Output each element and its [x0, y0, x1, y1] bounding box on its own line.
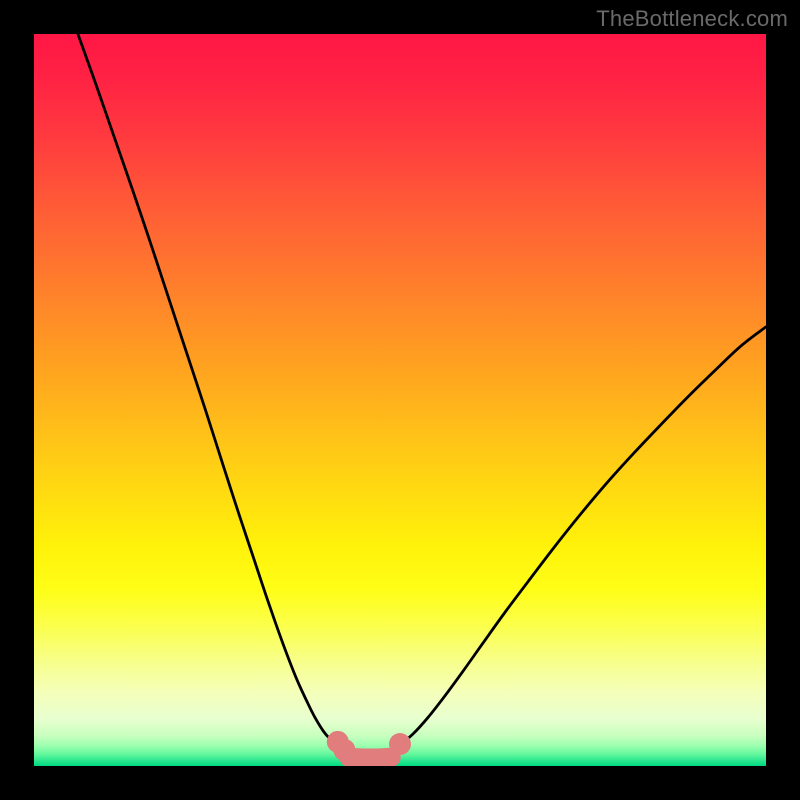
- plot-frame: [34, 34, 766, 766]
- plot-svg: [34, 34, 766, 766]
- chart-container: TheBottleneck.com: [0, 0, 800, 800]
- trough-highlight-dot: [389, 733, 411, 755]
- watermark-text: TheBottleneck.com: [596, 6, 788, 32]
- trough-highlight-segment: [349, 757, 391, 758]
- trough-highlight-dot: [333, 739, 355, 761]
- gradient-background: [34, 34, 766, 766]
